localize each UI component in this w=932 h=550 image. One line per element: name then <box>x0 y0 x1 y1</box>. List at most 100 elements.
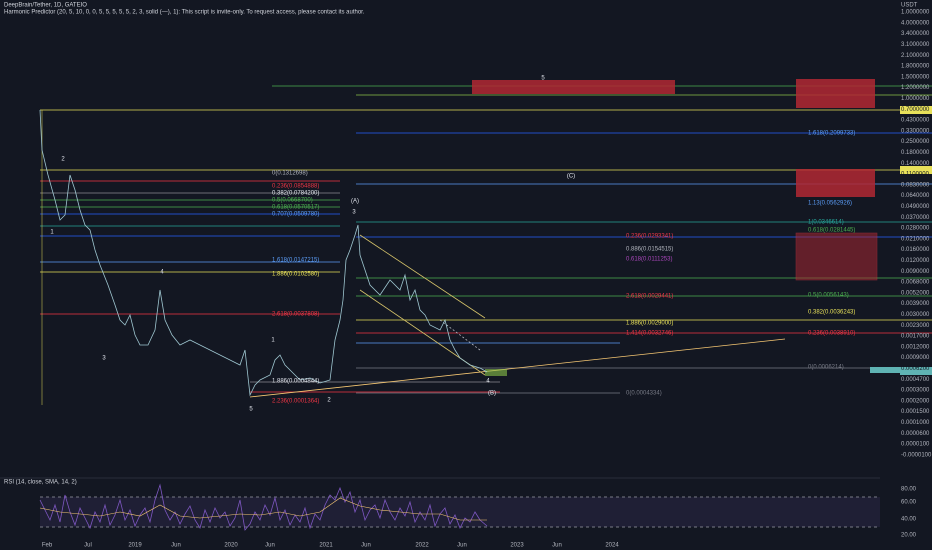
price-label: 0.0001500 <box>901 409 930 415</box>
price-label: 0.0039000 <box>901 301 930 307</box>
price-label: 3.1000000 <box>901 42 930 48</box>
time-label: 2020 <box>224 543 238 549</box>
fib-label: 2.618(0.0037808) <box>272 312 319 318</box>
price-label: 0.0120000 <box>901 258 930 264</box>
wave-label: 4 <box>486 379 490 385</box>
price-line <box>39 109 488 397</box>
wave-label: (B) <box>488 391 496 397</box>
wave-label: 1 <box>50 230 54 236</box>
price-label: 1.8000000 <box>901 64 930 70</box>
time-label: 2021 <box>319 543 333 549</box>
price-label: 0.0090000 <box>901 269 930 275</box>
price-label: 4.0000000 <box>901 20 930 26</box>
wave-label: 2 <box>61 157 65 163</box>
fib-label: 0.886(0.0154515) <box>626 247 673 253</box>
price-label: 0.0280000 <box>901 226 930 232</box>
price-label: 0.0068000 <box>901 280 930 286</box>
rsi-ma <box>39 497 487 521</box>
fib-label: 0.236(0.0038910) <box>808 331 855 337</box>
time-label: 2019 <box>128 543 142 549</box>
fib-label: 1.886(0.0029000) <box>626 321 673 327</box>
rsi-axis-label: 40.00 <box>901 517 917 523</box>
price-label: -0.0000100 <box>901 452 932 458</box>
fib-label: 1.414(0.0032746) <box>626 331 673 337</box>
time-label: Feb <box>42 543 53 549</box>
wave-label: 5 <box>249 407 253 413</box>
wave-label: (A) <box>351 199 359 205</box>
fib-label: 1.618(0.2099733) <box>808 131 855 137</box>
fib-label: 0.618(0.0111253) <box>626 257 672 263</box>
price-label: 1.5000000 <box>901 74 930 80</box>
fib-label: 1.13(0.0562926) <box>808 201 852 207</box>
price-label: 0.0210000 <box>901 236 930 242</box>
rsi-axis-label: 80.00 <box>901 487 917 493</box>
rsi-label: RSI (14, close, SMA, 14, 2) <box>4 480 77 486</box>
price-label: 0.0490000 <box>901 204 930 210</box>
wave-label: 5 <box>541 76 545 82</box>
time-label: 2024 <box>605 543 619 549</box>
fib-label: 0.5(0.0668700) <box>272 198 313 204</box>
price-label: 3.4000000 <box>901 31 930 37</box>
price-label: 0.0006200 <box>901 366 930 372</box>
wave-label: 4 <box>160 270 164 276</box>
time-label: Jun <box>552 543 562 549</box>
wave-label: 1 <box>271 338 275 344</box>
time-label: 2022 <box>415 543 429 549</box>
fib-label: 2.618(0.0029441) <box>626 294 673 300</box>
price-label: 0.0052000 <box>901 290 930 296</box>
wave-label: 3 <box>102 356 106 362</box>
price-label: 0.0030000 <box>901 312 930 318</box>
price-label: 0.7000000 <box>901 107 930 113</box>
price-label: 0.0017000 <box>901 334 930 340</box>
price-label: 0.0004700 <box>901 377 930 383</box>
price-label: 1.0000000 <box>901 10 930 16</box>
fib-label: 2.236(0.0001364) <box>272 399 319 405</box>
fib-label: 0(0.0004334) <box>626 391 662 397</box>
wave-label: (C) <box>567 174 575 180</box>
symbol: DeepBrain/Tether, 1D, GATEIO <box>4 3 87 9</box>
price-label: 0.0370000 <box>901 215 930 221</box>
time-label: Jun <box>361 543 371 549</box>
price-label: 0.0012000 <box>901 344 930 350</box>
price-label: 0.0001000 <box>901 420 930 426</box>
fib-label: 1.618(0.0147215) <box>272 258 319 264</box>
time-label: Jul <box>84 543 92 549</box>
fib-label: 0.707(0.0509780) <box>272 212 319 218</box>
price-label: 1.0000000 <box>901 96 930 102</box>
rsi-band <box>40 497 880 527</box>
levels <box>40 85 932 405</box>
price-label: 0.0003000 <box>901 388 930 394</box>
time-label: Jun <box>171 543 181 549</box>
price-label: 2.1000000 <box>901 53 930 59</box>
price-label: 1.2000000 <box>901 85 930 91</box>
fib-label: 0.618(0.0570517) <box>272 205 319 211</box>
price-label: 0.3300000 <box>901 128 930 134</box>
price-label: 0.1100000 <box>901 172 930 178</box>
price-label: 0.0000100 <box>901 442 930 448</box>
fib-label: 0.236(0.0854888) <box>272 184 319 190</box>
price-label: 0.0000600 <box>901 431 930 437</box>
fib-label: 0.382(0.0784200) <box>272 191 319 197</box>
price-label: 0.0002000 <box>901 398 930 404</box>
time-label: Jun <box>457 543 467 549</box>
price-label: 0.1400000 <box>901 161 930 167</box>
time-label: Jun <box>265 543 275 549</box>
indicator: Harmonic Predictor (20, 5, 10, 0, 0, 5, … <box>4 10 365 16</box>
price-label: 0.1800000 <box>901 150 930 156</box>
time-label: 2023 <box>510 543 524 549</box>
fib-label: 0(0.1312698) <box>272 171 308 177</box>
price-unit: USDT <box>901 3 918 9</box>
fib-label: 0.382(0.0036243) <box>808 310 855 316</box>
fib-label: 1.886(0.0102580) <box>272 272 319 278</box>
zones <box>472 79 932 376</box>
price-label: 0.2500000 <box>901 139 930 145</box>
rsi-axis-label: 20.00 <box>901 533 917 539</box>
price-label: 0.4300000 <box>901 118 930 124</box>
rsi-line <box>39 483 488 531</box>
fib-label: 0.618(0.0281445) <box>808 228 855 234</box>
fib-label: 1.886(0.0004844) <box>272 379 319 385</box>
rsi-axis-label: 60.00 <box>901 500 917 506</box>
fib-label: 0.236(0.0293341) <box>626 234 673 240</box>
